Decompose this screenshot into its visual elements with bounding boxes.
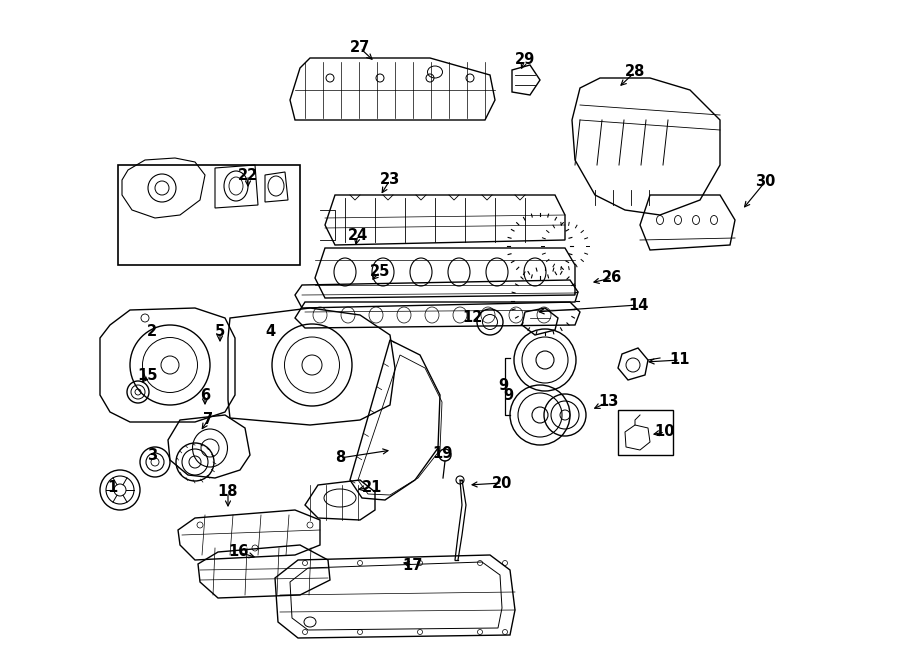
Text: 6: 6 <box>200 387 210 403</box>
Text: 30: 30 <box>755 175 775 190</box>
Bar <box>118 165 300 265</box>
Text: 23: 23 <box>380 173 400 188</box>
Text: 1: 1 <box>107 481 117 496</box>
Text: 22: 22 <box>238 167 258 182</box>
Text: 7: 7 <box>202 412 213 428</box>
Text: 13: 13 <box>598 395 618 410</box>
Text: 3: 3 <box>147 447 158 463</box>
Text: 4: 4 <box>265 325 275 340</box>
Text: 9: 9 <box>503 387 513 403</box>
Text: 25: 25 <box>370 264 391 280</box>
Text: 20: 20 <box>491 475 512 490</box>
Text: 5: 5 <box>215 325 225 340</box>
Text: 19: 19 <box>433 446 454 461</box>
Text: 10: 10 <box>655 424 675 440</box>
Bar <box>618 410 673 455</box>
Text: 18: 18 <box>218 485 238 500</box>
Text: 28: 28 <box>625 65 645 79</box>
Text: 12: 12 <box>463 311 483 325</box>
Text: 17: 17 <box>403 557 423 572</box>
Text: 14: 14 <box>628 297 648 313</box>
Text: 29: 29 <box>515 52 536 67</box>
Text: 8: 8 <box>335 451 345 465</box>
Text: 2: 2 <box>147 325 158 340</box>
Text: 15: 15 <box>138 368 158 383</box>
Text: 27: 27 <box>350 40 370 56</box>
Text: 11: 11 <box>670 352 690 368</box>
Text: 26: 26 <box>602 270 622 286</box>
Text: 16: 16 <box>228 545 248 559</box>
Text: 9: 9 <box>498 379 508 393</box>
Text: 21: 21 <box>362 479 382 494</box>
Text: 24: 24 <box>348 227 368 243</box>
